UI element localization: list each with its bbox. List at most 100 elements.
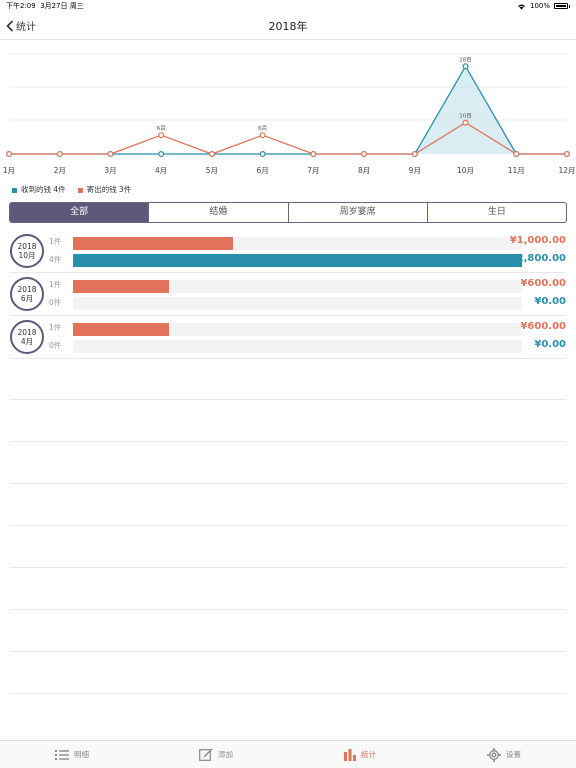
sent-amount: ¥600.00	[520, 321, 566, 332]
date-badge: 2018 10月	[10, 234, 44, 268]
received-point	[158, 150, 165, 157]
tab-bar-add[interactable]: 添加	[144, 741, 288, 768]
empty-row	[10, 358, 566, 400]
x-tick-label: 9月	[409, 166, 421, 175]
x-tick-label: 5月	[206, 166, 218, 175]
chart-legend: 收到的钱 4件 寄出的钱 3件	[12, 184, 131, 195]
sent-bar-track	[73, 323, 522, 336]
received-amount: ¥0.00	[534, 339, 566, 350]
received-bar-track	[73, 297, 522, 310]
sent-point	[513, 150, 520, 157]
record-year: 2018	[17, 242, 37, 251]
received-amount: ¥0.00	[534, 296, 566, 307]
record-row[interactable]: 2018 4月 1件 ¥600.00 0件 ¥0.00	[10, 316, 566, 359]
x-tick-label: 2月	[54, 166, 66, 175]
tab-first-birthday-banquet[interactable]: 周岁宴席	[287, 203, 427, 222]
sent-point	[462, 119, 469, 126]
empty-list-area	[10, 358, 566, 694]
tab-bar-label: 明细	[74, 750, 89, 759]
sent-point	[158, 132, 165, 139]
status-date: 3月27日 周三	[40, 2, 84, 10]
received-area	[9, 66, 567, 154]
empty-row	[10, 526, 566, 568]
category-segmented-control: 全部 结婚 周岁宴席 生日	[9, 202, 567, 223]
bar-chart-icon	[344, 748, 356, 761]
list-icon	[55, 749, 69, 760]
bottom-tab-bar: 明细 添加 统计 设置	[0, 740, 576, 768]
sent-bar-track	[73, 237, 522, 250]
sent-point	[310, 150, 317, 157]
sent-point	[259, 132, 266, 139]
tab-bar-settings[interactable]: 设置	[432, 741, 576, 768]
sent-amount: ¥1,000.00	[509, 235, 566, 246]
received-bar-track	[73, 340, 522, 353]
record-month: 4月	[20, 337, 34, 346]
sent-point	[56, 150, 63, 157]
tab-wedding[interactable]: 结婚	[148, 203, 287, 222]
record-year: 2018	[17, 328, 37, 337]
wifi-icon	[517, 4, 525, 10]
record-row[interactable]: 2018 6月 1件 ¥600.00 0件 ¥0.00	[10, 273, 566, 316]
edit-icon	[199, 748, 213, 761]
status-time: 下午2:09 3月27日 周三	[6, 2, 84, 10]
x-tick-label: 1月	[3, 166, 15, 175]
empty-row	[10, 568, 566, 610]
tab-bar-statistics[interactable]: 统计	[288, 741, 432, 768]
records-list: 2018 10月 1件 ¥1,000.00 4件 ¥2,800.00 2018 …	[0, 230, 576, 359]
received-point	[259, 150, 266, 157]
received-data-label: 28百	[459, 56, 472, 63]
x-tick-label: 11月	[508, 166, 525, 175]
tab-bar-details[interactable]: 明细	[0, 741, 144, 768]
sent-point	[5, 150, 13, 157]
sent-bar	[73, 323, 170, 336]
record-year: 2018	[17, 285, 37, 294]
sent-point	[361, 150, 368, 157]
tab-bar-label: 设置	[506, 750, 521, 759]
sent-point	[411, 150, 418, 157]
page-title: 2018年	[268, 20, 308, 33]
sent-bar	[73, 237, 234, 250]
tab-all[interactable]: 全部	[10, 203, 149, 222]
legend-sent: 寄出的钱 3件	[77, 184, 131, 195]
gear-icon	[487, 747, 501, 762]
sent-count: 1件	[49, 323, 62, 332]
navigation-bar: 统计 2018年	[0, 12, 576, 40]
x-tick-label: 4月	[155, 166, 167, 175]
x-tick-label: 12月	[558, 166, 575, 175]
tab-bar-label: 添加	[218, 750, 233, 759]
chevron-left-icon	[6, 19, 14, 32]
x-tick-label: 8月	[358, 166, 370, 175]
legend-received: 收到的钱 4件	[12, 184, 66, 195]
line-chart: 28百 6百 6百 10百 1月 2月 3月 4月 5月 6月 7月 8月 9月 10月 11月 12月	[3, 53, 576, 175]
sent-point	[563, 150, 570, 157]
received-bar-track	[73, 254, 522, 267]
x-tick-label: 7月	[307, 166, 319, 175]
received-count: 0件	[49, 341, 62, 350]
sent-data-label: 6百	[258, 125, 267, 132]
record-row[interactable]: 2018 10月 1件 ¥1,000.00 4件 ¥2,800.00	[10, 230, 566, 273]
record-month: 6月	[20, 294, 34, 303]
empty-row	[10, 652, 566, 694]
empty-row	[10, 610, 566, 652]
sent-line	[9, 121, 567, 155]
received-amount: ¥2,800.00	[509, 253, 566, 264]
tab-birthday[interactable]: 生日	[426, 203, 566, 222]
date-badge: 2018 4月	[10, 320, 44, 354]
status-bar: 下午2:09 3月27日 周三 100%	[0, 0, 576, 12]
empty-row	[10, 400, 566, 442]
battery-text: 100%	[529, 2, 550, 10]
received-count: 0件	[49, 298, 62, 307]
tab-bar-label: 统计	[361, 750, 376, 759]
sent-data-label: 10百	[459, 113, 472, 120]
x-tick-label: 3月	[104, 166, 116, 175]
sent-bar-track	[73, 280, 522, 293]
legend-swatch-sent	[77, 187, 83, 193]
back-button[interactable]: 统计	[6, 18, 36, 33]
x-tick-label: 6月	[256, 166, 268, 175]
back-label: 统计	[16, 22, 36, 33]
received-bar	[73, 254, 522, 267]
x-tick-label: 10月	[457, 166, 474, 175]
sent-point	[107, 150, 114, 157]
received-count: 4件	[49, 255, 62, 264]
battery-icon	[554, 3, 568, 9]
